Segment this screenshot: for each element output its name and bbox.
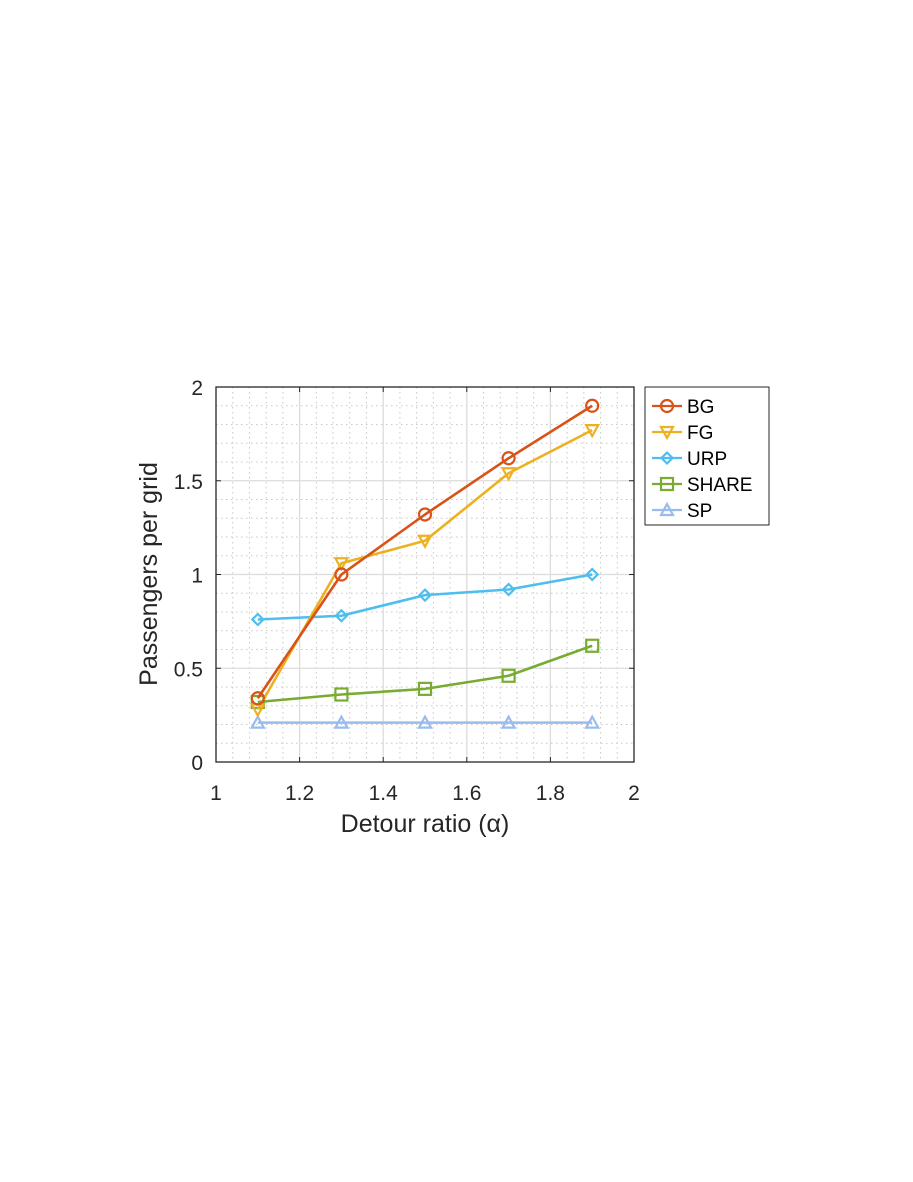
legend-label: URP [687,449,727,470]
data-point-urp [501,582,516,597]
legend-entry-fg: FG [652,423,713,444]
y-tick-label: 0 [191,752,203,775]
data-point-fg [417,534,433,550]
x-tick-label: 1 [210,782,222,805]
y-tick-labels: 0 0.5 1 1.5 2 [174,377,203,775]
legend-label: SHARE [687,475,752,496]
x-tick-label: 1.2 [285,782,314,805]
x-tick-labels: 1 1.2 1.4 1.6 1.8 2 [210,782,640,805]
data-point-bg [334,567,349,582]
x-tick-label: 2 [628,782,640,805]
y-tick-label: 1 [191,565,203,588]
y-tick-label: 2 [191,377,203,400]
x-tick-label: 1.8 [536,782,565,805]
data-point-urp [417,588,433,603]
data-point-share [417,681,433,696]
data-point-sp [249,714,266,729]
data-point-urp [250,612,265,627]
data-point-bg [417,507,433,522]
data-point-share [501,668,516,683]
legend-entry-bg: BG [652,397,714,418]
legend-label: BG [687,397,714,418]
x-axis-label: Detour ratio (α) [341,810,510,838]
y-axis-label: Passengers per grid [135,462,163,686]
y-tick-label: 1.5 [174,471,203,494]
legend-swatch-marker [659,425,675,441]
y-tick-label: 0.5 [174,658,203,681]
legend-entry-share: SHARE [652,475,752,496]
legend-entries: BG FG URP SHARE SP [652,397,752,522]
series-layer [249,398,601,729]
axis-ticks [215,386,635,763]
legend-entry-sp: SP [652,501,712,522]
legend-label: SP [687,501,712,522]
data-point-sp [333,714,350,729]
data-point-fg [584,424,601,439]
data-point-urp [585,567,600,582]
data-point-bg [250,691,265,706]
data-point-sp [417,714,433,729]
data-point-fg [333,557,350,572]
data-point-bg [501,451,516,466]
data-point-sp [584,714,601,729]
x-tick-label: 1.6 [452,782,481,805]
legend-label: FG [687,423,713,444]
x-tick-label: 1.4 [369,782,399,805]
legend-swatch-marker [659,501,675,517]
data-point-urp [334,608,349,623]
series-line-bg [256,404,593,699]
data-point-fg [500,467,517,482]
data-point-sp [500,714,517,729]
data-point-share [585,638,600,653]
legend-swatch-marker [659,398,675,414]
legend-swatch-marker [659,476,675,492]
legend-swatch-marker [659,450,675,466]
series-sp [249,714,601,729]
data-point-bg [585,398,600,413]
series-fg [249,424,601,718]
legend: BG FG URP SHARE SP [644,386,770,526]
series-bg [250,398,600,706]
data-point-share [334,687,349,702]
series-line-fg [256,428,593,711]
legend-box [644,386,770,526]
legend-entry-urp: URP [652,449,727,470]
major-grid [216,387,634,762]
series-line-share [257,644,593,704]
